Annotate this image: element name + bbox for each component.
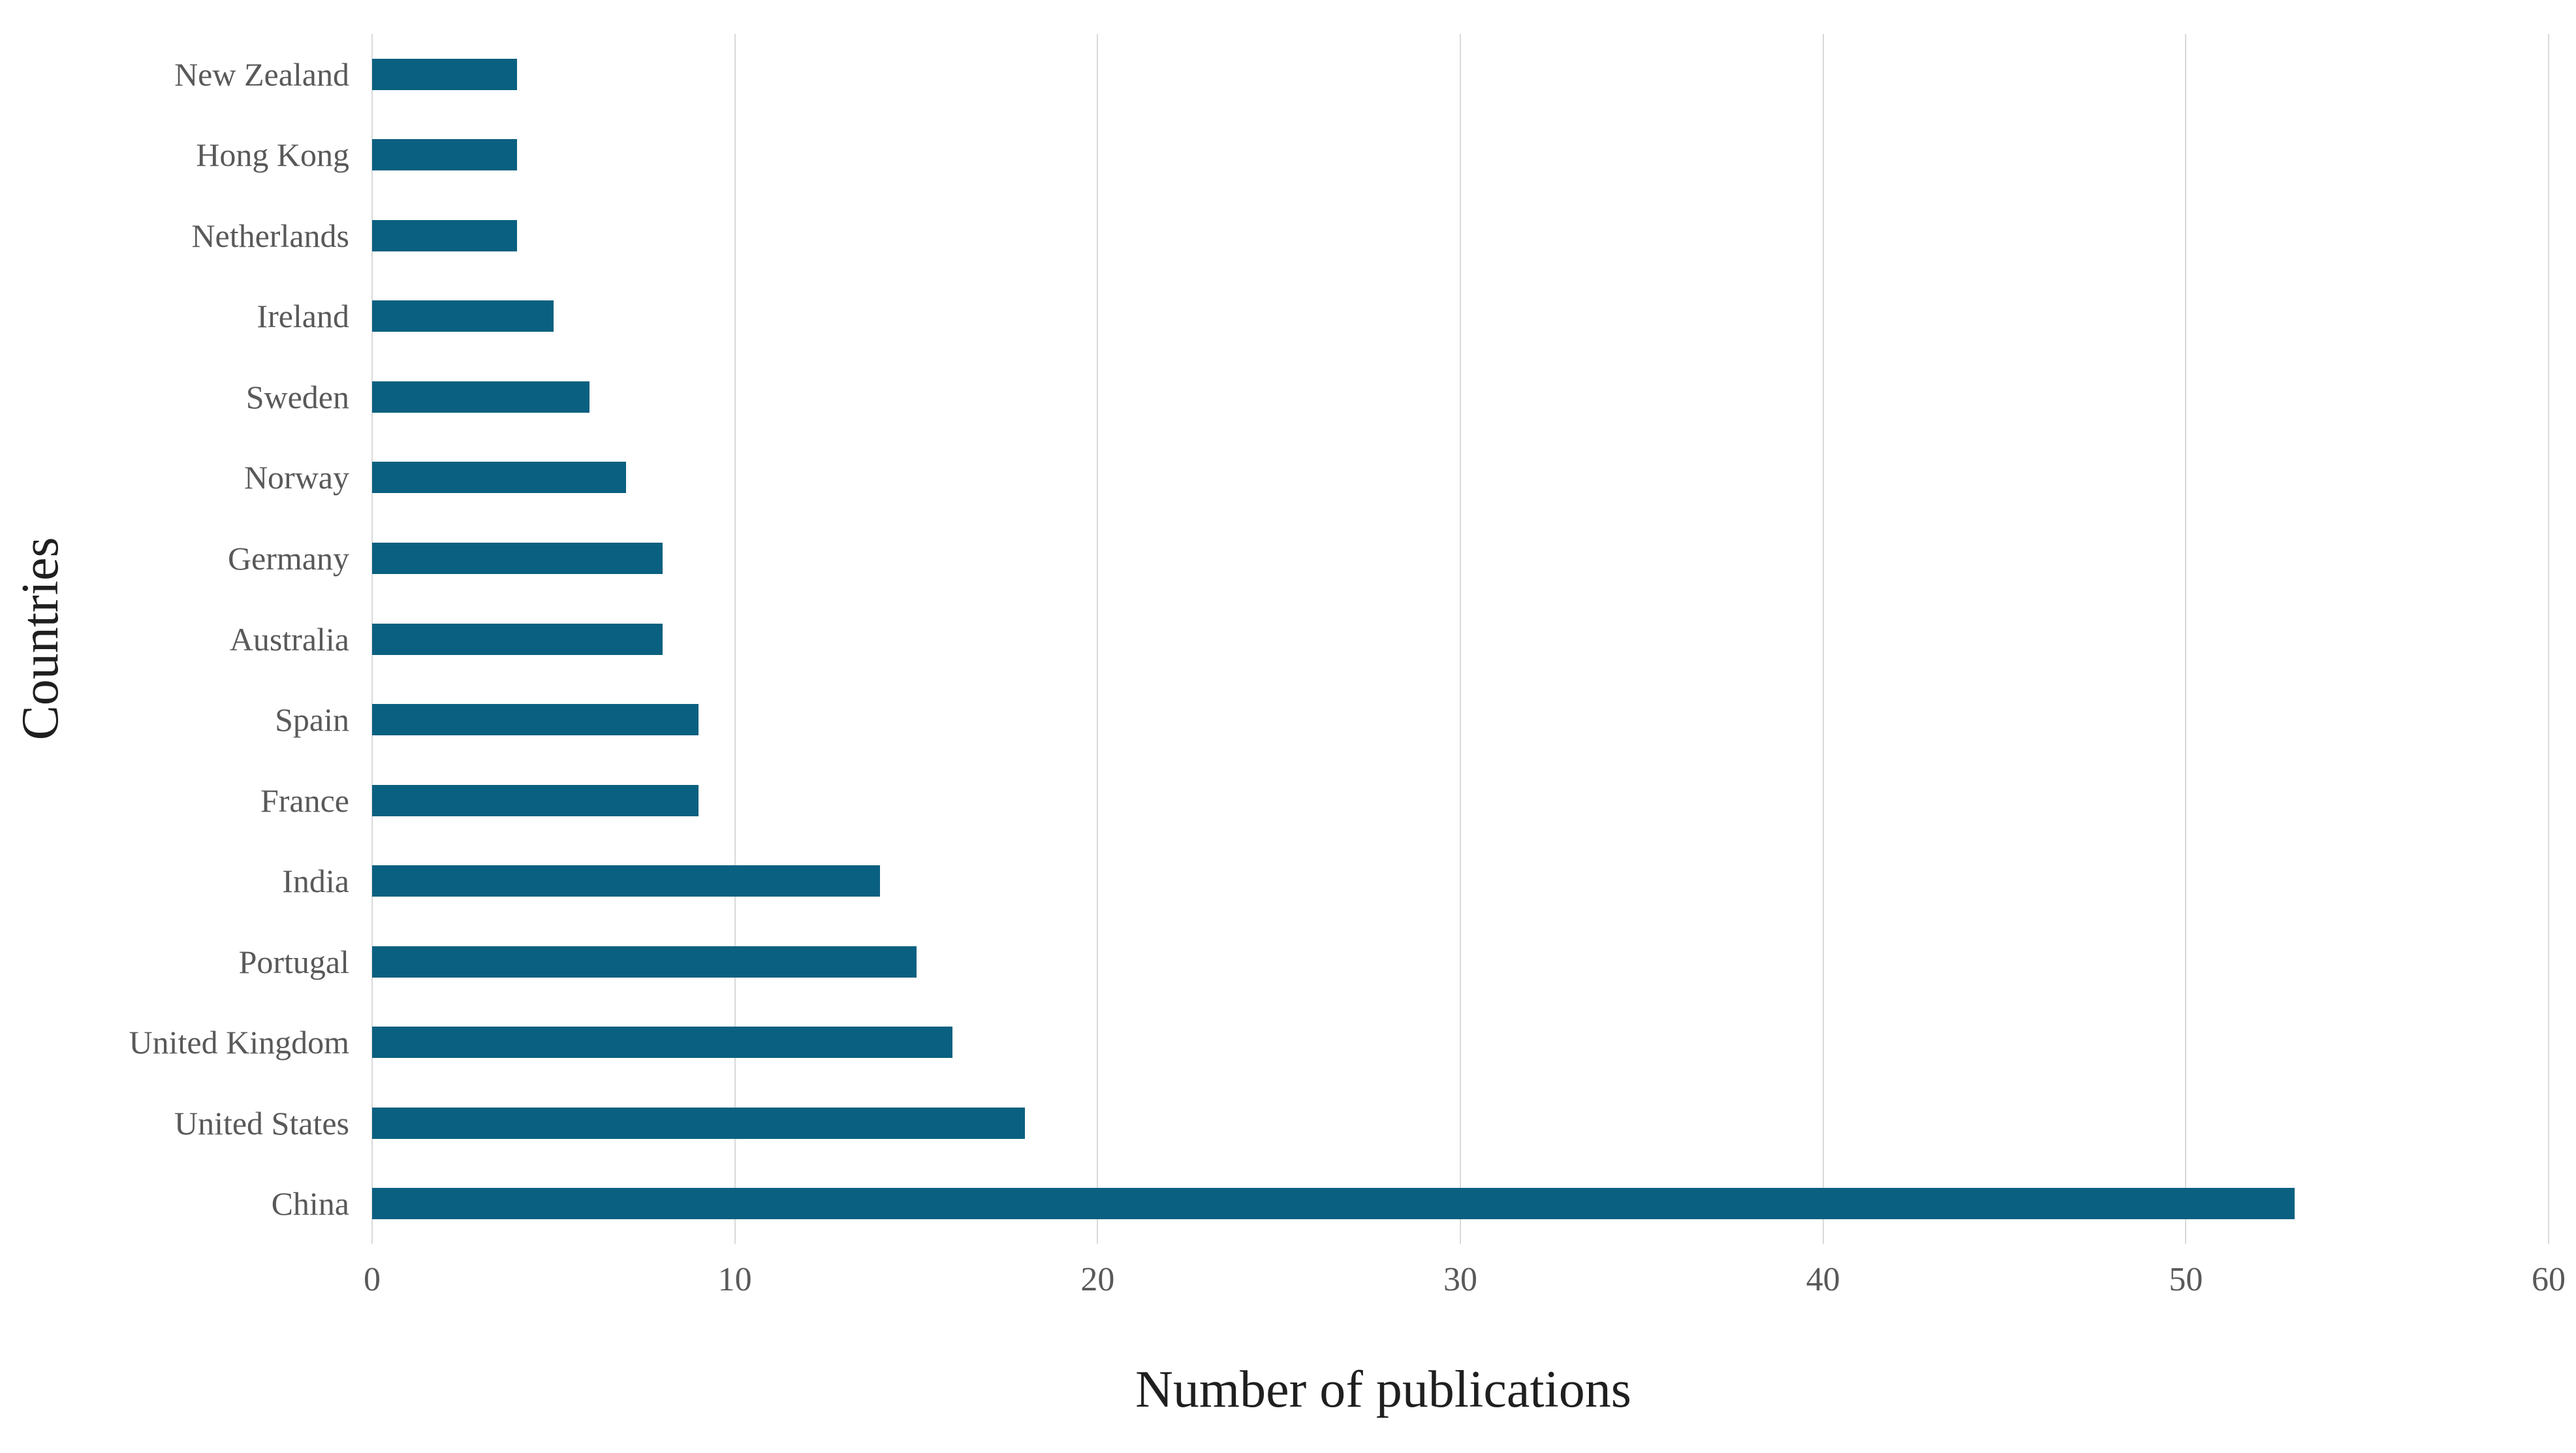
category-label-united-states: United States — [174, 1104, 349, 1142]
category-label-india: India — [282, 863, 349, 900]
category-label-portugal: Portugal — [238, 943, 349, 980]
category-label-australia: Australia — [229, 620, 349, 658]
bar-united-states — [372, 1107, 1026, 1139]
bar-germany — [372, 542, 663, 574]
gridline — [2185, 34, 2187, 1244]
category-label-netherlands: Netherlands — [191, 217, 349, 254]
x-axis-title: Number of publications — [1135, 1361, 1631, 1418]
category-label-france: France — [260, 782, 349, 819]
category-label-united-kingdom: United Kingdom — [129, 1024, 349, 1061]
gridline — [2548, 34, 2549, 1244]
x-tick-label-10: 10 — [717, 1261, 752, 1298]
category-label-hong-kong: Hong Kong — [196, 136, 349, 174]
category-label-spain: Spain — [275, 701, 349, 739]
bar-spain — [372, 704, 699, 736]
bar-norway — [372, 462, 626, 494]
x-tick-label-50: 50 — [2169, 1261, 2203, 1298]
bar-australia — [372, 623, 663, 655]
category-label-new-zealand: New Zealand — [174, 56, 349, 93]
bar-united-kingdom — [372, 1027, 953, 1059]
bar-sweden — [372, 381, 590, 413]
bar-china — [372, 1188, 2295, 1220]
category-label-germany: Germany — [227, 539, 349, 577]
gridline — [1460, 34, 1461, 1244]
x-tick-label-0: 0 — [364, 1261, 381, 1298]
bar-hong-kong — [372, 139, 518, 171]
bar-portugal — [372, 946, 917, 978]
gridline — [734, 34, 736, 1244]
x-tick-label-40: 40 — [1806, 1261, 1840, 1298]
bar-france — [372, 784, 699, 816]
x-tick-label-60: 60 — [2532, 1261, 2566, 1298]
bar-netherlands — [372, 219, 518, 251]
gridline — [1822, 34, 1824, 1244]
category-label-ireland: Ireland — [257, 298, 349, 335]
category-label-sweden: Sweden — [245, 378, 349, 415]
category-label-china: China — [271, 1185, 349, 1222]
x-tick-label-30: 30 — [1443, 1261, 1477, 1298]
x-tick-label-20: 20 — [1080, 1261, 1115, 1298]
category-label-norway: Norway — [243, 459, 349, 496]
bar-ireland — [372, 300, 554, 332]
bar-india — [372, 865, 880, 897]
bar-new-zealand — [372, 58, 518, 90]
gridline — [1097, 34, 1099, 1244]
plot-area — [371, 34, 2549, 1244]
